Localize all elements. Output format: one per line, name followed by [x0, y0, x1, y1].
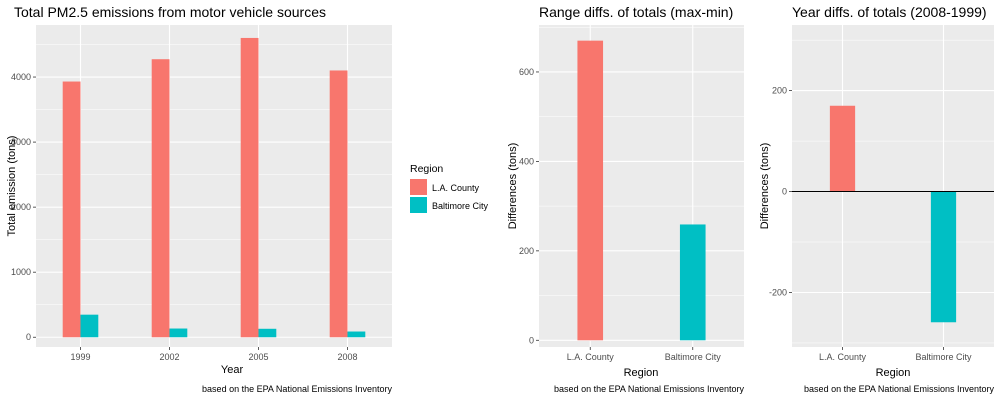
legend-label-la-county: L.A. County	[432, 183, 480, 193]
bar-l-a-county	[577, 40, 604, 341]
y-tick-label: 3000	[11, 137, 31, 147]
chart-title: Year diffs. of totals (2008-1999)	[792, 4, 987, 20]
bar-l-a-county	[829, 105, 856, 192]
x-axis-title: Region	[624, 367, 659, 379]
x-axis-title: Region	[876, 367, 911, 379]
bar-baltimore-city-2005	[258, 328, 277, 338]
y-tick-labels: -200 0 200	[769, 86, 792, 297]
x-tick-label: 2008	[337, 352, 357, 362]
bar-l-a-county-1999	[62, 81, 81, 338]
bar-l-a-county-2005	[240, 37, 259, 338]
y-tick-label: 600	[519, 67, 534, 77]
emissions-by-year-chart: Total PM2.5 emissions from motor vehicle…	[6, 4, 392, 394]
x-tick-label: L.A. County	[819, 352, 867, 362]
range-diffs-chart: Range diffs. of totals (max-min) 0 200 400…	[507, 4, 744, 394]
chart-caption: based on the EPA National Emissions Inve…	[554, 384, 744, 394]
bar-l-a-county-2002	[151, 59, 170, 338]
x-tick-label: 2002	[159, 352, 179, 362]
legend-label-baltimore-city: Baltimore City	[432, 201, 489, 211]
legend-title: Region	[410, 163, 443, 175]
y-axis-title: Total emission (tons)	[6, 136, 18, 237]
y-tick-label: 2000	[11, 202, 31, 212]
bars	[62, 37, 366, 338]
x-tick-label: Baltimore City	[665, 352, 722, 362]
x-axis-title: Year	[221, 364, 244, 376]
bar-baltimore-city-2002	[169, 328, 188, 338]
bar-baltimore-city-2008	[347, 331, 366, 338]
bar-baltimore-city	[679, 224, 706, 341]
year-diffs-chart: Year diffs. of totals (2008-1999) -200 0 2…	[759, 4, 994, 394]
x-tick-labels: 1999 2002 2005 2008	[70, 347, 358, 362]
x-tick-label: Baltimore City	[915, 352, 972, 362]
y-tick-label: 0	[782, 187, 787, 197]
bars	[829, 105, 957, 323]
y-tick-labels: 0 1000 2000 3000 4000	[11, 72, 36, 342]
y-tick-labels: 0 200 400 600	[519, 67, 539, 345]
x-tick-label: L.A. County	[567, 352, 615, 362]
plot-panel	[792, 25, 994, 347]
x-tick-labels: L.A. County Baltimore City	[819, 347, 972, 362]
chart-title: Total PM2.5 emissions from motor vehicle…	[14, 4, 326, 20]
legend: Region L.A. County Baltimore City	[410, 163, 489, 213]
plot-panel	[539, 25, 744, 347]
y-tick-label: 4000	[11, 72, 31, 82]
y-tick-label: 1000	[11, 267, 31, 277]
y-axis-title: Differences (tons)	[759, 143, 771, 230]
chart-caption: based on the EPA National Emissions Inve…	[202, 384, 392, 394]
x-tick-labels: L.A. County Baltimore City	[567, 347, 722, 362]
bars	[577, 40, 706, 341]
y-tick-label: 0	[26, 332, 31, 342]
bar-baltimore-city	[930, 191, 957, 323]
bar-baltimore-city-1999	[80, 314, 99, 338]
y-tick-label: 200	[772, 86, 787, 96]
bar-l-a-county-2008	[329, 70, 348, 338]
chart-title: Range diffs. of totals (max-min)	[539, 4, 733, 20]
legend-key-la-county	[410, 179, 427, 195]
y-tick-label: 400	[519, 156, 534, 166]
y-tick-label: 200	[519, 246, 534, 256]
y-tick-label: -200	[769, 287, 787, 297]
y-tick-label: 0	[529, 335, 534, 345]
legend-key-baltimore-city	[410, 197, 427, 213]
x-tick-label: 2005	[248, 352, 268, 362]
chart-caption: based on the EPA National Emissions Inve…	[804, 384, 994, 394]
y-axis-title: Differences (tons)	[507, 143, 519, 230]
x-tick-label: 1999	[70, 352, 90, 362]
